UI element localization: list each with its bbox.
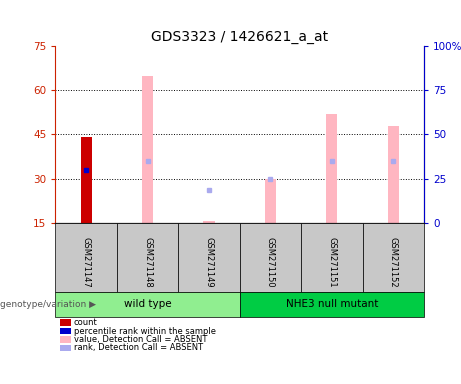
Text: GSM271150: GSM271150 (266, 237, 275, 288)
Title: GDS3323 / 1426621_a_at: GDS3323 / 1426621_a_at (151, 30, 328, 44)
Text: NHE3 null mutant: NHE3 null mutant (286, 299, 378, 310)
Bar (326, 114, 337, 223)
Bar (388, 126, 399, 223)
Text: value, Detection Call = ABSENT: value, Detection Call = ABSENT (74, 335, 207, 344)
Text: count: count (74, 318, 98, 327)
Text: GSM271151: GSM271151 (327, 237, 337, 288)
Text: genotype/variation ▶: genotype/variation ▶ (0, 300, 96, 309)
Text: GSM271152: GSM271152 (389, 237, 398, 288)
Text: percentile rank within the sample: percentile rank within the sample (74, 326, 216, 336)
Bar (265, 179, 276, 223)
Bar (81, 137, 92, 223)
Bar (203, 221, 214, 223)
Bar (142, 76, 153, 223)
Text: GSM271148: GSM271148 (143, 237, 152, 288)
Text: rank, Detection Call = ABSENT: rank, Detection Call = ABSENT (74, 343, 203, 353)
Text: GSM271147: GSM271147 (82, 237, 90, 288)
Text: wild type: wild type (124, 299, 171, 310)
Text: GSM271149: GSM271149 (205, 237, 213, 288)
